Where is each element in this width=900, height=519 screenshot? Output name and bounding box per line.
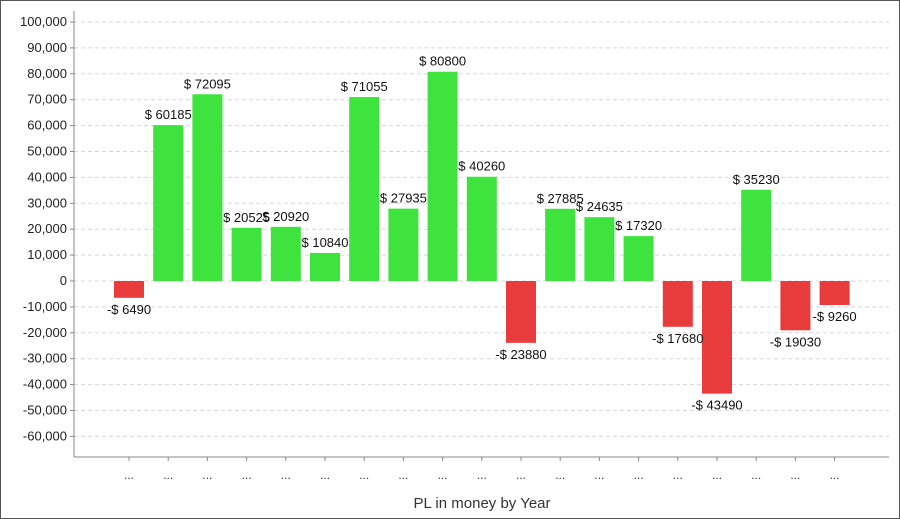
data-labels: -$ 6490 $ 60185 $ 72095 $ 20525$ 20920 $ 108… [107, 54, 857, 413]
y-tick-label: 50,000 [27, 144, 67, 159]
axes [70, 11, 889, 461]
x-category-label: ... [320, 468, 330, 482]
y-tick-label: 30,000 [27, 195, 67, 210]
bar [349, 96, 380, 281]
bar-value-label: $ 20525 [223, 210, 270, 225]
bar [153, 125, 184, 281]
x-category-label: ... [281, 468, 291, 482]
bar-value-label: $ 80800 [419, 54, 466, 69]
bar-value-label: -$ 23880 [495, 347, 546, 362]
bar [192, 94, 223, 281]
x-category-label: ... [242, 468, 252, 482]
x-category-label: ... [634, 468, 644, 482]
y-tick-label: 100,000 [20, 14, 67, 29]
bar [545, 208, 576, 281]
bar-value-label: $ 60185 [145, 107, 192, 122]
bar-value-label: -$ 9260 [813, 309, 857, 324]
x-category-label: ... [673, 468, 683, 482]
x-category-label: ... [477, 468, 487, 482]
y-tick-labels: 100,000 90,000 80,000 70,000 60,000 50,000 40,… [20, 14, 67, 443]
y-tick-label: 60,000 [27, 118, 67, 133]
bar-value-label: $ 72095 [184, 76, 231, 91]
bar-value-label: $ 71055 [341, 79, 388, 94]
bar [310, 252, 340, 281]
y-tick-label: 40,000 [27, 169, 67, 184]
bar [388, 208, 419, 281]
y-tick-label: 20,000 [27, 221, 67, 236]
x-category-label: ... [594, 468, 604, 482]
bar-value-label: $ 20920 [262, 209, 309, 224]
y-tick-label: -40,000 [23, 377, 67, 392]
y-tick-label: 10,000 [27, 247, 67, 262]
bar-value-label: $ 27935 [380, 191, 427, 206]
bar-value-label: -$ 17680 [652, 331, 703, 346]
x-category-label: ... [398, 468, 408, 482]
x-category-label: ... [790, 468, 800, 482]
x-category-label: ... [359, 468, 369, 482]
bar [623, 236, 654, 281]
bar [702, 281, 732, 394]
x-category-label: ... [751, 468, 761, 482]
bar [584, 217, 615, 281]
y-tick-label: -30,000 [23, 351, 67, 366]
y-tick-label: 80,000 [27, 66, 67, 81]
x-category-label: ... [712, 468, 722, 482]
bar [466, 176, 497, 281]
bar [662, 281, 693, 327]
x-axis-title: PL in money by Year [413, 495, 550, 512]
x-category-label: ... [555, 468, 565, 482]
bar-value-label: $ 10840 [302, 235, 349, 250]
bar-value-label: -$ 6490 [107, 302, 151, 317]
x-category-label: ... [202, 468, 212, 482]
x-category-label: ... [438, 468, 448, 482]
bar-value-label: $ 17320 [615, 218, 662, 233]
bars [114, 71, 850, 394]
bar [427, 71, 458, 281]
bar [741, 189, 772, 281]
x-category-labels: ........................................… [124, 468, 840, 482]
y-tick-label: 0 [60, 273, 67, 288]
y-tick-label: -10,000 [23, 299, 67, 314]
bar [114, 281, 144, 298]
bar [506, 281, 536, 343]
bar [819, 281, 850, 305]
bar-value-label: $ 40260 [458, 159, 505, 174]
y-tick-label: -20,000 [23, 325, 67, 340]
bar-value-label: -$ 19030 [770, 334, 821, 349]
bar [270, 226, 301, 281]
bar-value-label: $ 27885 [537, 191, 584, 206]
y-tick-label: 70,000 [27, 92, 67, 107]
bar [780, 281, 811, 331]
y-tick-label: 90,000 [27, 40, 67, 55]
y-tick-label: -60,000 [23, 428, 67, 443]
y-tick-label: -50,000 [23, 403, 67, 418]
x-category-label: ... [124, 468, 134, 482]
bar [231, 227, 262, 281]
x-category-label: ... [830, 468, 840, 482]
bar-value-label: -$ 43490 [691, 398, 742, 413]
bar-value-label: $ 24635 [576, 199, 623, 214]
x-category-label: ... [516, 468, 526, 482]
bar-value-label: $ 35230 [733, 172, 780, 187]
x-category-label: ... [163, 468, 173, 482]
